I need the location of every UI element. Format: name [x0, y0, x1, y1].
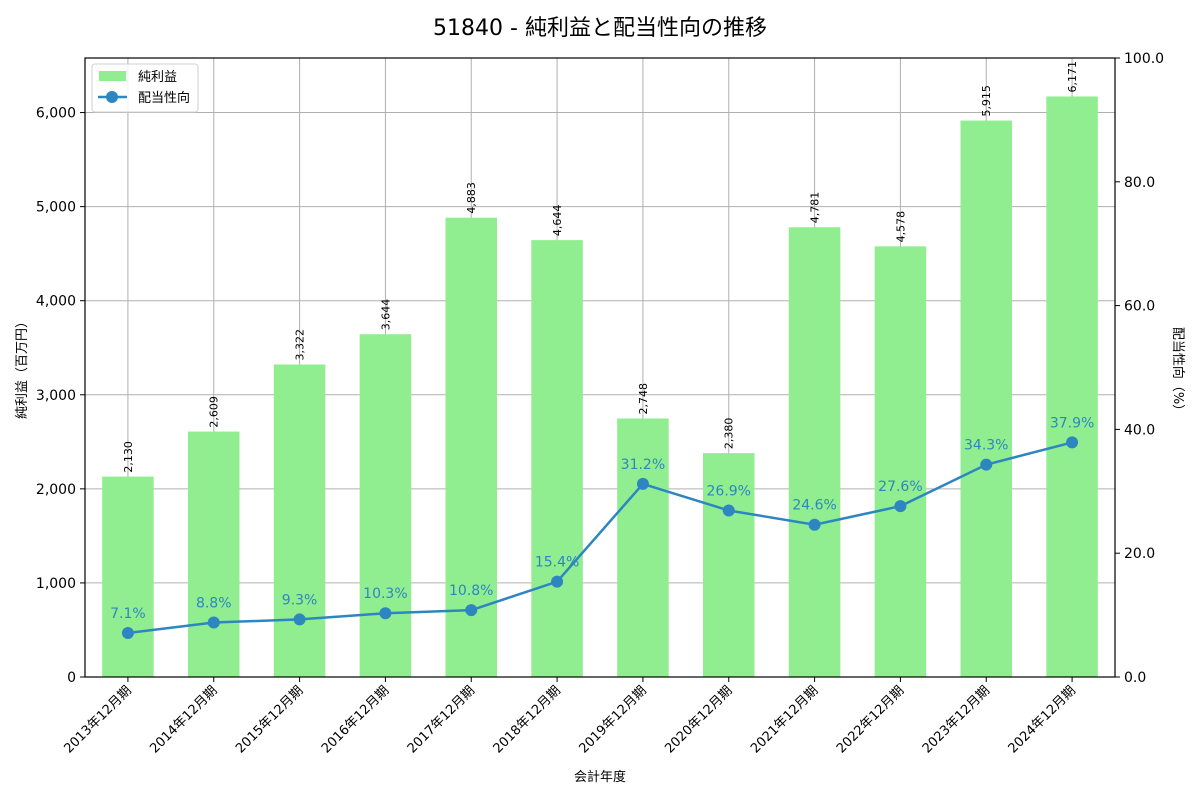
bar-value-label: 2,380 — [723, 418, 736, 450]
line-marker — [636, 477, 649, 490]
line-marker — [894, 500, 907, 513]
bar — [359, 334, 412, 677]
x-tick-label: 2018年12月期 — [491, 683, 564, 756]
y-tick-label: 3,000 — [36, 388, 76, 404]
x-tick-label: 2020年12月期 — [662, 683, 735, 756]
line-marker — [980, 458, 993, 471]
bar — [102, 476, 154, 677]
line-value-label: 9.3% — [282, 592, 318, 608]
bar — [531, 240, 583, 677]
line-value-label: 37.9% — [1050, 415, 1094, 431]
y2-tick-label: 100.0 — [1124, 51, 1164, 67]
line-marker — [121, 627, 134, 640]
bar — [188, 431, 240, 677]
bar — [788, 227, 841, 677]
line-value-label: 34.3% — [964, 438, 1008, 454]
bar-value-label: 3,322 — [294, 329, 307, 361]
legend-bar-swatch — [99, 71, 126, 81]
bar-value-label: 4,883 — [465, 182, 478, 214]
y-tick-label: 0 — [67, 670, 76, 686]
bar — [617, 418, 669, 677]
y2-axis-label: 配当性向（%） — [1170, 327, 1186, 417]
x-axis-label: 会計年度 — [574, 769, 626, 785]
line-value-label: 10.8% — [449, 583, 493, 599]
line-value-label: 31.2% — [621, 457, 665, 473]
bar — [445, 217, 497, 678]
line-value-label: 15.4% — [535, 555, 579, 571]
line-value-label: 8.8% — [196, 596, 232, 612]
bar-value-label: 2,609 — [208, 396, 221, 428]
line-value-label: 7.1% — [110, 606, 146, 622]
x-tick-label: 2013年12月期 — [61, 683, 134, 756]
y-axis-label: 純利益（百万円） — [15, 315, 30, 419]
x-tick-label: 2023年12月期 — [920, 683, 993, 756]
y-tick-label: 1,000 — [36, 576, 76, 592]
bar-value-label: 4,781 — [809, 192, 822, 224]
legend-label-net-income: 純利益 — [138, 70, 177, 85]
bar-value-label: 5,915 — [980, 85, 993, 117]
bar-value-label: 4,578 — [894, 211, 907, 243]
bar — [273, 364, 326, 677]
bar-value-label: 3,644 — [379, 299, 392, 331]
line-marker — [207, 616, 220, 629]
y2-tick-label: 60.0 — [1124, 299, 1155, 315]
y-tick-label: 5,000 — [36, 200, 76, 216]
y-tick-label: 6,000 — [36, 106, 76, 122]
line-marker — [379, 607, 392, 620]
y2-tick-label: 20.0 — [1124, 546, 1155, 562]
x-tick-label: 2019年12月期 — [576, 683, 649, 756]
y-tick-label: 2,000 — [36, 482, 76, 498]
line-marker — [722, 504, 735, 517]
bar-value-label: 2,748 — [637, 383, 650, 415]
x-tick-label: 2017年12月期 — [405, 683, 478, 756]
line-value-label: 27.6% — [878, 479, 922, 495]
y2-tick-label: 40.0 — [1124, 422, 1155, 438]
line-marker — [1066, 436, 1079, 449]
x-tick-label: 2024年12月期 — [1006, 683, 1079, 756]
line-value-label: 24.6% — [792, 498, 836, 514]
x-tick-label: 2021年12月期 — [748, 683, 821, 756]
y-tick-label: 4,000 — [36, 294, 76, 310]
plot-frame — [84, 57, 1116, 678]
bar — [874, 246, 927, 677]
x-tick-label: 2022年12月期 — [834, 683, 907, 756]
x-tick-label: 2014年12月期 — [147, 683, 220, 756]
x-tick-label: 2016年12月期 — [319, 683, 392, 756]
line-marker — [465, 604, 478, 617]
bar — [703, 453, 755, 677]
legend-marker — [106, 91, 118, 103]
bar-value-label: 2,130 — [122, 441, 135, 473]
y2-tick-label: 0.0 — [1124, 670, 1146, 686]
x-tick-label: 2015年12月期 — [233, 683, 306, 756]
bar — [960, 120, 1012, 677]
y2-tick-label: 80.0 — [1124, 175, 1155, 191]
line-value-label: 10.3% — [363, 586, 407, 602]
payout-ratio-line — [127, 441, 1073, 635]
line-value-label: 26.9% — [707, 483, 751, 499]
bar-value-label: 4,644 — [551, 205, 564, 237]
line-marker — [551, 575, 564, 588]
bar-value-label: 6,171 — [1066, 61, 1079, 93]
bar — [1046, 96, 1098, 678]
line-marker — [808, 518, 821, 531]
line-marker — [293, 613, 306, 626]
chart-title: 51840 - 純利益と配当性向の推移 — [433, 16, 767, 41]
legend-label-payout-ratio: 配当性向 — [138, 90, 190, 106]
